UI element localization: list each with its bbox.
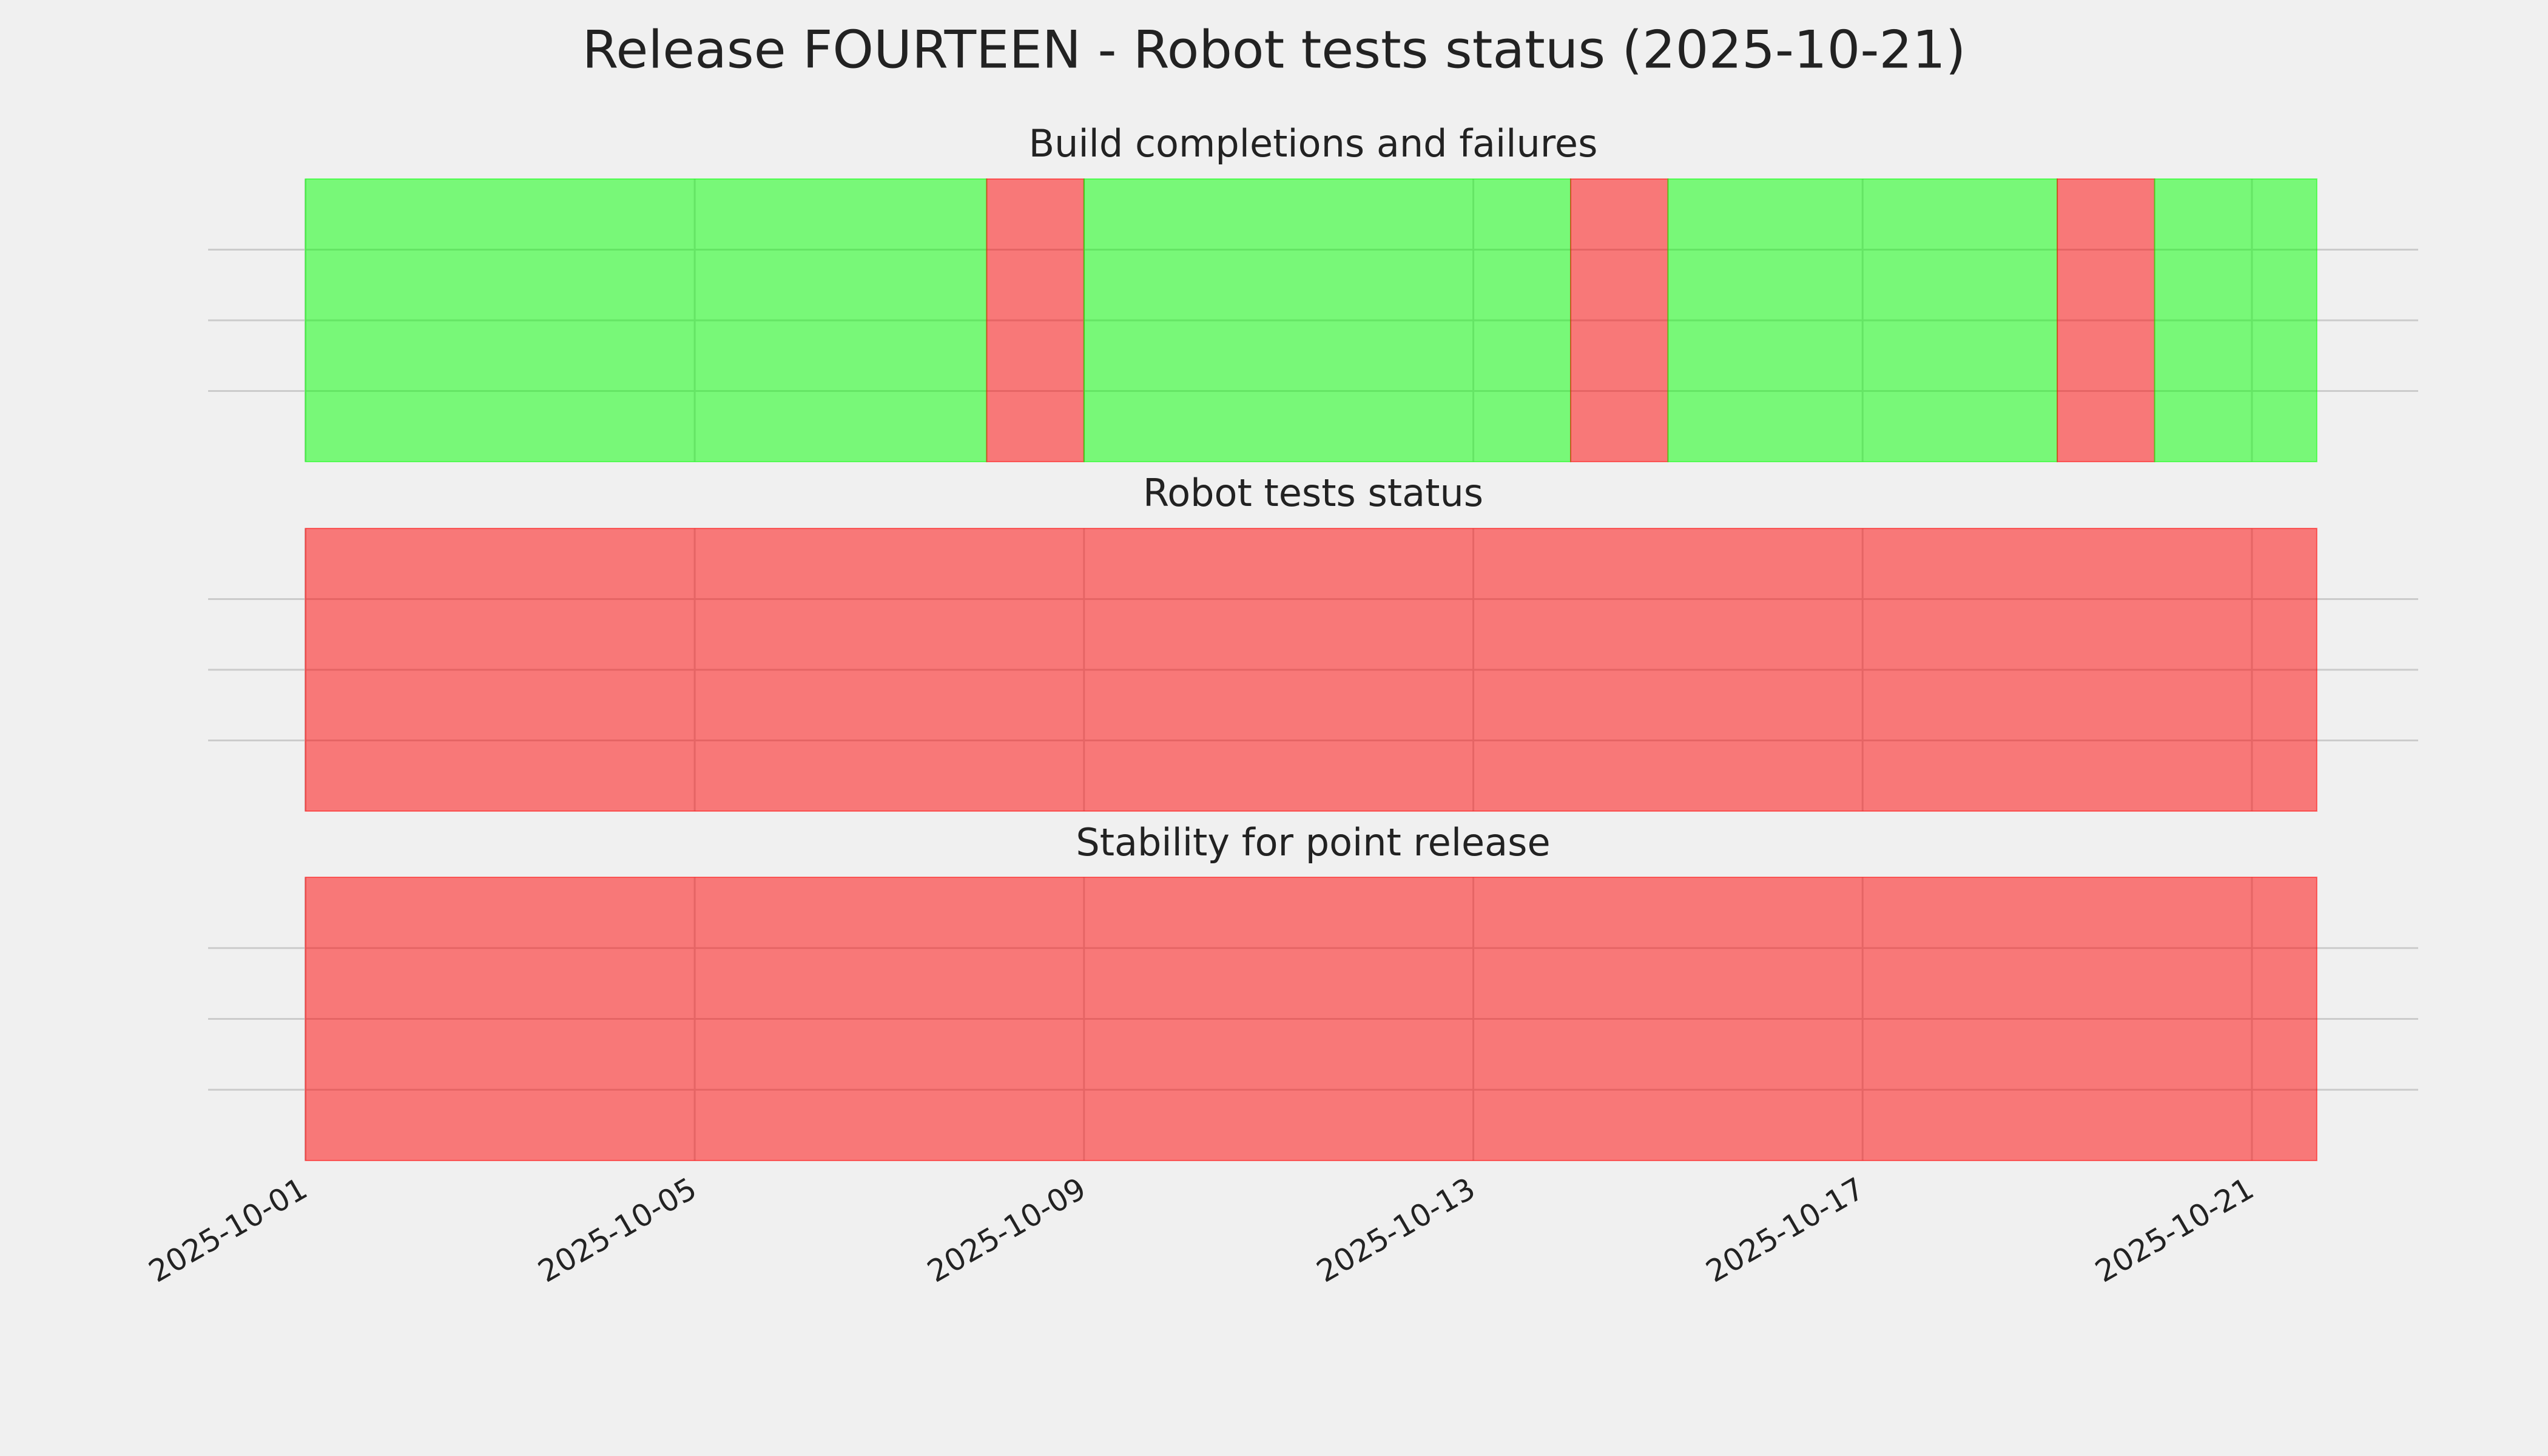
panel-title: Stability for point release xyxy=(1076,820,1550,864)
status-span xyxy=(2154,178,2317,462)
status-span xyxy=(1667,178,2058,462)
panel-title: Build completions and failures xyxy=(1029,121,1598,166)
status-span xyxy=(1569,178,1669,462)
status-span xyxy=(986,178,1085,462)
figure-title: Release FOURTEEN - Robot tests status (2… xyxy=(582,19,1966,80)
status-span xyxy=(2057,178,2155,462)
status-span xyxy=(305,877,2317,1161)
status-span xyxy=(1083,178,1571,462)
status-span xyxy=(305,528,2317,812)
status-span xyxy=(305,178,988,462)
panel-title: Robot tests status xyxy=(1143,471,1483,515)
